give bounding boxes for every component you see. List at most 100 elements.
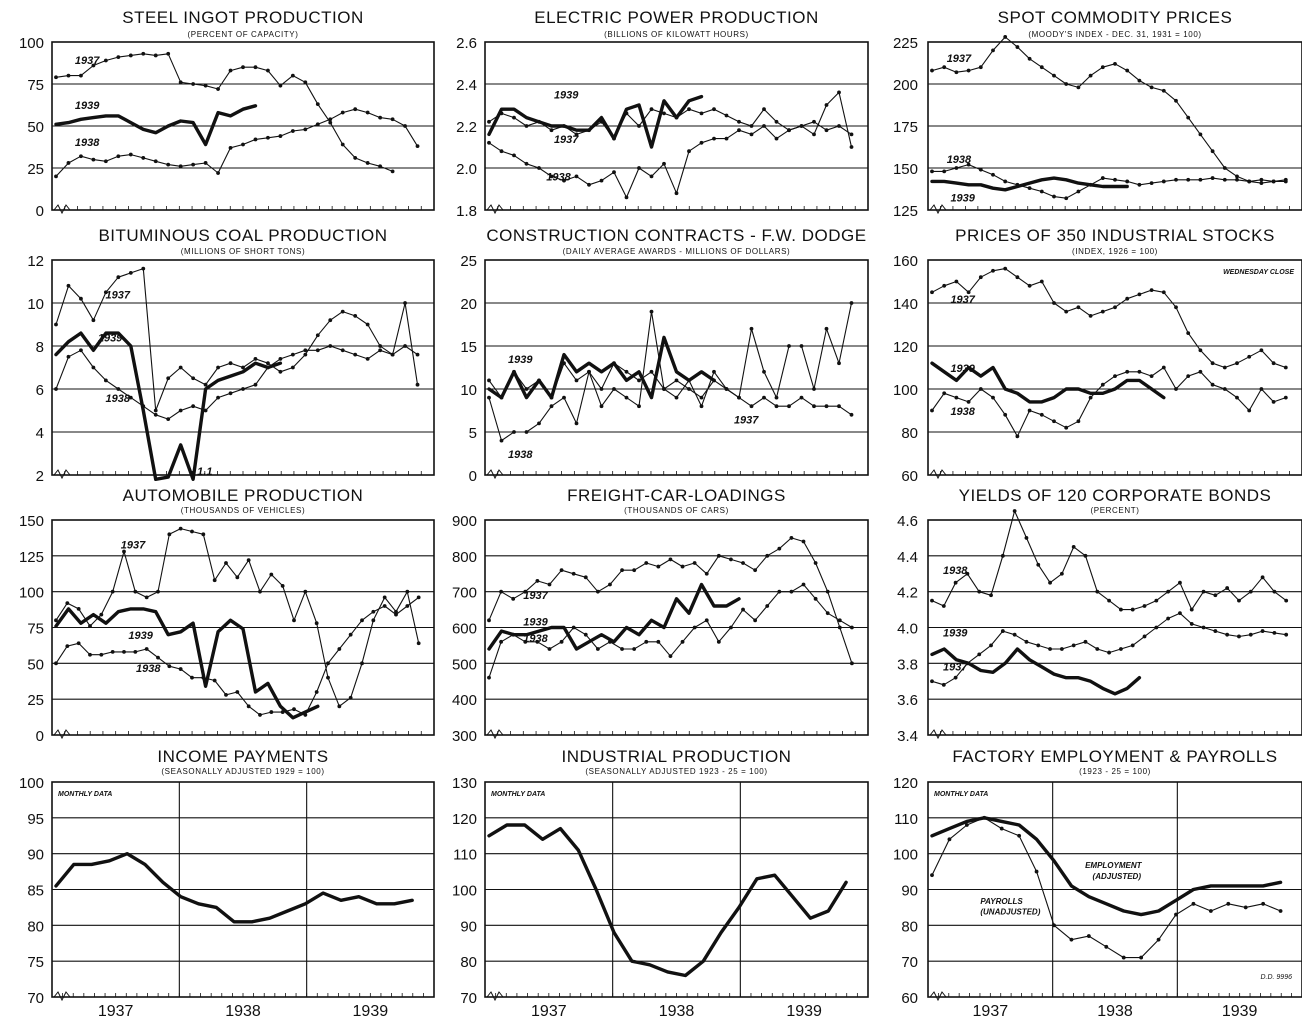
chart-5-data-point xyxy=(612,387,616,391)
chart-9-data-point xyxy=(1048,580,1052,585)
chart-7-data-point xyxy=(371,609,376,614)
chart-9-data-point xyxy=(1225,586,1230,590)
chart-1-data-point xyxy=(141,51,146,56)
chart-6-data-point xyxy=(1125,296,1130,301)
chart-9-data-point xyxy=(1083,553,1088,558)
chart-7-data-point xyxy=(76,641,81,646)
chart-1-data-point xyxy=(153,53,158,58)
chart-6-data-point xyxy=(1015,434,1020,439)
chart-7-data-point xyxy=(224,561,228,565)
chart-1-data-point xyxy=(66,161,71,165)
chart-7-data-point xyxy=(326,661,330,666)
chart-12-data-point xyxy=(964,823,969,827)
chart-1-data-point xyxy=(203,83,208,88)
chart-2-data-point xyxy=(562,178,566,183)
chart-3-ytick-label: 125 xyxy=(893,203,918,220)
chart-2-data-point xyxy=(624,195,629,200)
chart-10-ytick-label: 95 xyxy=(27,811,44,828)
chart-9-data-point xyxy=(1166,589,1171,594)
chart-5-data-point xyxy=(824,326,829,331)
chart-6-data-point xyxy=(1174,387,1178,391)
chart-1-data-point xyxy=(241,142,245,147)
chart-1-data-point xyxy=(378,115,383,120)
chart-1-data-point xyxy=(91,157,96,162)
chart-9-data-point xyxy=(1213,629,1218,633)
chart-8-data-point xyxy=(511,596,516,601)
chart-1-data-point xyxy=(128,152,133,157)
chart-1-data-point xyxy=(315,122,320,127)
chart-9-data-point xyxy=(1248,632,1253,637)
chart-3-data-point xyxy=(1161,179,1166,184)
chart-7-data-point xyxy=(133,589,138,594)
chart-2-data-point xyxy=(512,115,516,120)
chart-9-data-point xyxy=(1213,593,1218,598)
chart-1-series-label: 1937 xyxy=(75,55,100,67)
chart-9-ytick-label: 4.0 xyxy=(897,621,918,638)
chart-6-data-point xyxy=(1064,309,1069,314)
chart-7-data-point xyxy=(303,589,308,594)
chart-6-data-point xyxy=(1235,361,1239,366)
chart-8-data-point xyxy=(825,589,830,594)
chart-3-ytick-label: 150 xyxy=(893,161,918,178)
chart-4-ytick-label: 2 xyxy=(36,468,44,485)
chart-6-data-point xyxy=(1271,400,1276,404)
chart-2-series-label: 1938 xyxy=(546,172,571,184)
chart-6-data-point xyxy=(930,408,934,413)
chart-8-series-label: 1938 xyxy=(523,633,548,645)
chart-5-ytick-label: 5 xyxy=(469,425,477,442)
chart-5-data-point xyxy=(574,421,579,426)
chart-10-ytick-label: 85 xyxy=(27,883,44,900)
chart-9-data-point xyxy=(1012,632,1017,637)
chart-6-ytick-label: 60 xyxy=(901,468,918,485)
chart-3-data-point xyxy=(1076,189,1081,194)
chart-8-data-point xyxy=(595,589,600,594)
chart-8-data-point xyxy=(741,607,745,612)
chart-5-data-point xyxy=(524,430,529,434)
chart-2-data-point xyxy=(849,132,854,137)
chart-12-data-point xyxy=(1174,912,1178,917)
chart-10-xtick-label: 1939 xyxy=(353,1003,389,1019)
chart-5-data-point xyxy=(562,395,566,400)
chart-8-data-point xyxy=(813,561,818,565)
chart-4-data-point xyxy=(141,266,146,271)
chart-9-data-point xyxy=(989,643,993,648)
chart-6-data-point xyxy=(991,268,995,273)
chart-2-data-point xyxy=(799,124,804,128)
chart-3-data-point xyxy=(1052,194,1056,199)
chart-8-data-point xyxy=(620,568,624,573)
chart-4-ytick-label: 4 xyxy=(36,425,44,442)
chart-5-data-point xyxy=(762,395,766,400)
chart-3-ytick-label: 200 xyxy=(893,77,918,94)
chart-10-ytick-label: 100 xyxy=(19,775,44,792)
chart-9-data-point xyxy=(1024,536,1029,540)
chart-6-subtitle: (INDEX, 1926 = 100) xyxy=(1072,247,1158,256)
chart-9-data-point xyxy=(1284,632,1289,637)
chart-3-data-point xyxy=(1027,56,1032,61)
chart-9-data-point xyxy=(1071,643,1076,648)
chart-9-series-line xyxy=(931,510,1287,611)
chart-7-data-point xyxy=(314,690,319,694)
chart-9-data-point xyxy=(941,604,946,608)
chart-4-ytick-label: 8 xyxy=(36,339,44,356)
chart-1-data-point xyxy=(278,134,283,138)
chart-8-data-point xyxy=(656,639,661,644)
chart-7-data-point xyxy=(88,652,92,657)
chart-9-data-point xyxy=(1012,509,1017,513)
chart-5-subtitle: (DAILY AVERAGE AWARDS - MILLIONS OF DOLL… xyxy=(562,247,791,256)
chart-9-data-point xyxy=(1284,598,1289,603)
chart-2-title: ELECTRIC POWER PRODUCTION xyxy=(534,8,819,27)
chart-8-data-point xyxy=(487,675,491,680)
chart-4-series-label: 1.1 xyxy=(197,466,212,478)
chart-9-data-point xyxy=(941,682,946,687)
chart-2-data-point xyxy=(837,90,841,95)
chart-6-data-point xyxy=(1003,266,1008,271)
chart-8-data-point xyxy=(632,647,637,651)
chart-1-data-point xyxy=(103,58,108,63)
chart-6-ytick-label: 140 xyxy=(893,296,918,313)
chart-6-data-point xyxy=(954,279,959,284)
chart-6-data-point xyxy=(1052,301,1056,305)
chart-10-axis-break xyxy=(53,991,71,1002)
chart-9-series-label: 1937 xyxy=(943,662,968,674)
chart-11-ytick-label: 100 xyxy=(452,883,477,900)
